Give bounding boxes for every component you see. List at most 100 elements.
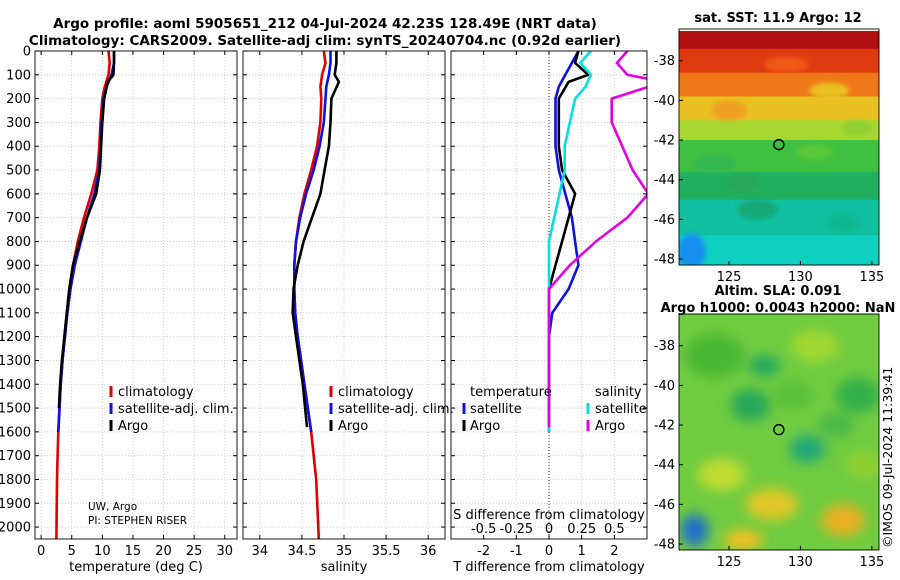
s-tick-label: 0: [545, 522, 553, 537]
y-tick-label: 300: [6, 116, 31, 131]
series-group: [55, 51, 116, 539]
sst-patches: [679, 56, 874, 265]
salinity-panel: 34 34.5 35 35.5 36: [242, 50, 446, 559]
sla-patch: [846, 450, 879, 479]
x-tick-label: 34.5: [287, 544, 316, 559]
sst-patch: [796, 143, 833, 160]
y-tick-label: 1600: [0, 425, 31, 440]
temperature-xlabel: temperature (deg C): [69, 560, 203, 575]
sst-patch: [711, 100, 747, 121]
sla-patch: [748, 355, 781, 376]
annotation-pi: PI: STEPHEN RISER: [88, 515, 187, 527]
argo-location-marker: [773, 423, 785, 436]
x-tick-label: 35: [336, 544, 353, 559]
map-field: [679, 30, 879, 265]
y-tick-label: 400: [6, 140, 31, 155]
y-tick-label: 0: [23, 45, 31, 60]
y-tick-label: 900: [6, 259, 31, 274]
x-tick-label: 20: [155, 544, 172, 559]
sst-map-title: sat. SST: 11.9 Argo: 12: [694, 11, 861, 26]
sst-band: [679, 171, 879, 201]
sst-patch: [679, 233, 706, 265]
y-tick-label: -46: [654, 213, 675, 228]
series-line-argo: [291, 51, 341, 428]
x-tick-label: 0: [37, 544, 45, 559]
y-tick-label: 700: [6, 211, 31, 226]
x-tick-label: 125: [717, 270, 742, 285]
y-tick-label: -44: [654, 458, 675, 473]
sst-band: [679, 30, 879, 50]
sla-patches: [680, 329, 879, 550]
legend-label-argo: Argo: [338, 419, 368, 434]
x-tick-label: 10: [94, 544, 111, 559]
series-line-satellite-adj-clim-: [292, 51, 332, 433]
sla-patch: [818, 413, 855, 438]
x-tick-label: 125: [717, 555, 742, 570]
x-tick-label: 34: [252, 544, 269, 559]
legend-title-salinity: salinity: [595, 385, 642, 400]
y-tick-label: -48: [654, 253, 675, 268]
x-tick-label: -2: [477, 544, 490, 559]
plot-title-line1: Argo profile: aoml 5905651_212 04-Jul-20…: [53, 16, 597, 32]
x-tick-label: 36: [420, 544, 437, 559]
sla-patch: [821, 504, 866, 537]
y-tick-label: 600: [6, 187, 31, 202]
legend-title-temperature: temperature: [470, 385, 552, 400]
sst-band: [679, 72, 879, 98]
s-tick-label: -0.25: [500, 522, 534, 537]
y-tick-label: -40: [654, 379, 675, 394]
sst-map-panel: 125 130 135 -38 -40 -42 -44 -46 -48: [654, 28, 884, 285]
x-tick-label: 25: [186, 544, 203, 559]
y-tick-label: 2000: [0, 521, 31, 536]
sla-patch: [773, 381, 814, 410]
x-tick-label: 135: [859, 270, 884, 285]
sst-patch: [725, 174, 762, 193]
sla-patch: [730, 389, 771, 422]
y-tick-label: -42: [654, 134, 675, 149]
y-tick-label: 200: [6, 92, 31, 107]
sst-patch: [692, 154, 737, 173]
y-tick-label: 1400: [0, 378, 31, 393]
x-tick-label: 130: [788, 270, 813, 285]
y-tick-label: -40: [654, 94, 675, 109]
s-axis-label: S difference from climatology: [453, 508, 645, 523]
y-tick-label: 800: [6, 235, 31, 250]
y-tick-label: -48: [654, 538, 675, 553]
map-frame: [678, 28, 880, 266]
sla-patch: [697, 458, 746, 491]
annotation-institution: UW, Argo: [88, 501, 137, 513]
x-tick-label: 135: [859, 555, 884, 570]
argo-location-marker: [773, 138, 785, 151]
legend-label-satellite-clim: satellite-adj. clim.: [338, 402, 454, 417]
plot-title-line2: Climatology: CARS2009. Satellite-adj cli…: [28, 33, 622, 49]
sst-patch: [827, 213, 860, 234]
s-tick-label: 0.25: [567, 522, 596, 537]
x-tick-label: 2: [610, 544, 618, 559]
salinity-legend: climatology satellite-adj. clim. Argo: [329, 385, 454, 434]
sla-patch: [684, 333, 745, 378]
legend-label-climatology: climatology: [118, 385, 194, 400]
sst-band: [679, 96, 879, 122]
sla-map-panel: 125 130 135 -38 -40 -42 -44 -46 -48: [654, 313, 884, 570]
y-tick-label: -38: [654, 339, 675, 354]
sla-patch: [723, 530, 764, 550]
salinity-xlabel: salinity: [321, 560, 368, 575]
series-group: [547, 51, 647, 432]
y-tick-label: 100: [6, 68, 31, 83]
x-tick-label: 35.5: [372, 544, 401, 559]
sst-patch: [764, 56, 809, 73]
sla-patch: [835, 377, 879, 414]
x-tick-label: 1: [578, 544, 586, 559]
s-tick-label: -0.5: [471, 522, 496, 537]
legend-label-t-satellite: satellite: [470, 402, 522, 417]
x-tick-label: 15: [125, 544, 142, 559]
x-tick-label: 30: [216, 544, 233, 559]
imos-watermark: ©IMOS 09-Jul-2024 11:39:41: [880, 367, 895, 548]
y-tick-label: -46: [654, 498, 675, 513]
axes-frame: [34, 50, 238, 540]
y-tick-label: 1800: [0, 473, 31, 488]
x-tick-label: -1: [510, 544, 523, 559]
sst-patch: [809, 82, 849, 99]
difference-legend: temperature salinity satellite Argo sate…: [462, 385, 647, 434]
